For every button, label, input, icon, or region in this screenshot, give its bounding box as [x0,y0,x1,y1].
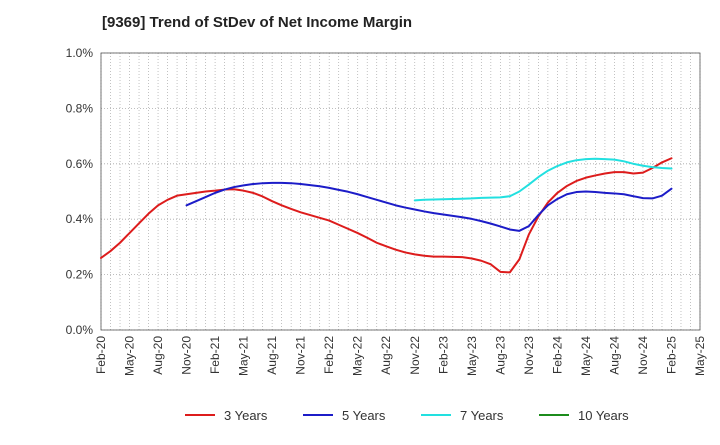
x-tick-label: May-25 [693,336,707,376]
grid-layer [100,52,701,331]
series-line-3-years [100,157,673,274]
x-tick-label: Feb-21 [208,336,222,374]
series-layer [100,157,673,274]
x-tick-label: Feb-24 [550,336,564,374]
axis-layer: 0.0% 0.2% 0.4% 0.6% 0.8% 1.0% Feb-20 May-20 Aug-… [66,46,707,376]
x-tick-label: Aug-23 [493,336,507,375]
x-tick-label: Aug-22 [379,336,393,375]
series-line-5-years [185,181,673,232]
y-tick-label: 0.0% [66,323,94,337]
y-tick-label: 0.8% [66,101,94,115]
legend-label: 7 Years [460,408,504,423]
x-tick-label: May-24 [579,336,593,376]
x-tick-label: Feb-25 [664,336,678,374]
x-tick-label: Nov-22 [408,336,422,375]
y-tick-label: 1.0% [66,46,94,60]
legend-label: 10 Years [578,408,629,423]
y-tick-label: 0.2% [66,268,94,282]
x-tick-label: Aug-21 [265,336,279,375]
legend-label: 5 Years [342,408,386,423]
x-tick-label: May-20 [123,336,137,376]
x-tick-label: May-22 [351,336,365,376]
x-tick-label: Nov-24 [636,336,650,375]
x-tick-label: Aug-20 [151,336,165,375]
plot-frame [100,52,701,331]
chart-title: [9369] Trend of StDev of Net Income Marg… [102,14,413,31]
x-tick-label: Nov-23 [522,336,536,375]
x-tick-label: Feb-23 [436,336,450,374]
x-tick-label: Feb-20 [94,336,108,374]
x-tick-label: May-21 [237,336,251,376]
x-tick-label: May-23 [465,336,479,376]
plot-area [101,53,700,330]
legend-label: 3 Years [224,408,268,423]
x-tick-label: Aug-24 [607,336,621,375]
series-line-7-years [413,157,673,202]
legend: 3 Years 5 Years 7 Years 10 Years [185,408,629,423]
y-tick-label: 0.6% [66,157,94,171]
x-tick-label: Nov-20 [180,336,194,375]
x-tick-label: Nov-21 [294,336,308,375]
x-tick-label: Feb-22 [322,336,336,374]
y-tick-label: 0.4% [66,212,94,226]
